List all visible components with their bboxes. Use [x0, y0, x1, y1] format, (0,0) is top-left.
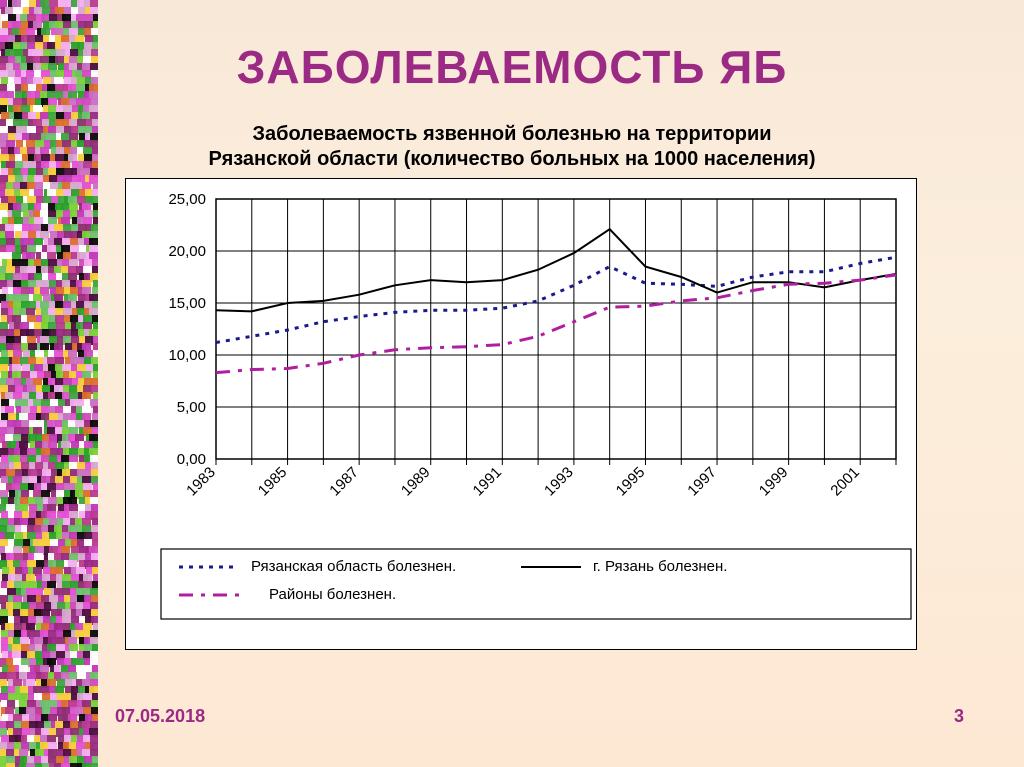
line-chart: 0,00 5,00 10,00 15,00 20,00 25,00 1983 1985 1987… [125, 178, 917, 650]
svg-text:1995: 1995 [613, 464, 649, 500]
subtitle-line-2: Рязанской области (количество больных на… [209, 148, 816, 170]
chart-svg: 0,00 5,00 10,00 15,00 20,00 25,00 1983 1985 1987… [126, 179, 916, 649]
footer-date: 07.05.2018 [115, 706, 205, 727]
svg-text:Районы болезнен.: Районы болезнен. [269, 586, 396, 603]
svg-text:1999: 1999 [756, 464, 792, 500]
svg-text:2001: 2001 [827, 464, 863, 500]
footer-page-number: 3 [954, 706, 964, 727]
svg-text:1997: 1997 [684, 464, 720, 500]
subtitle-line-1: Заболеваемость язвенной болезнью на терр… [252, 123, 771, 145]
slide: ЗАБОЛЕВАЕМОСТЬ ЯБ Заболеваемость язвенно… [0, 0, 1024, 767]
svg-text:0,00: 0,00 [177, 451, 206, 468]
svg-text:Рязанская область болезнен.: Рязанская область болезнен. [251, 558, 456, 575]
svg-text:1989: 1989 [398, 464, 434, 500]
svg-text:20,00: 20,00 [168, 243, 206, 260]
svg-text:1993: 1993 [541, 464, 577, 500]
svg-text:г. Рязань болезнен.: г. Рязань болезнен. [593, 558, 727, 575]
svg-text:1985: 1985 [255, 464, 291, 500]
svg-text:1983: 1983 [183, 464, 219, 500]
svg-text:5,00: 5,00 [177, 399, 206, 416]
chart-subtitle: Заболеваемость язвенной болезнью на терр… [0, 122, 1024, 172]
svg-text:1991: 1991 [470, 464, 506, 500]
svg-text:1987: 1987 [326, 464, 362, 500]
svg-text:25,00: 25,00 [168, 191, 206, 208]
svg-text:15,00: 15,00 [168, 295, 206, 312]
decorative-sidebar-texture [0, 0, 98, 767]
svg-text:10,00: 10,00 [168, 347, 206, 364]
slide-title: ЗАБОЛЕВАЕМОСТЬ ЯБ [0, 40, 1024, 94]
